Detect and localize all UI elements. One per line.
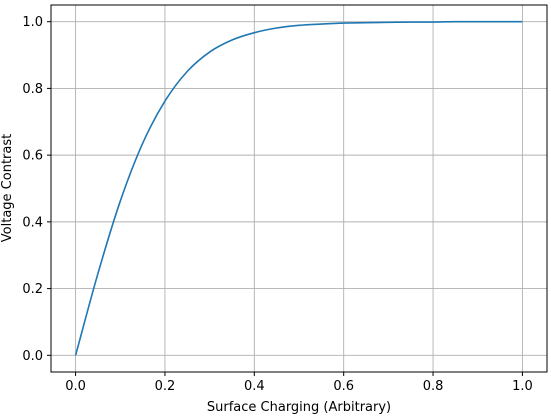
x-tick-label: 1.0 [512, 379, 533, 394]
x-tick-label: 0.6 [333, 379, 354, 394]
y-axis-label: Voltage Contrast [0, 134, 15, 242]
y-tick-label: 0.6 [22, 149, 43, 164]
x-tick-label: 0.4 [244, 379, 265, 394]
x-axis-label: Surface Charging (Arbitrary) [207, 400, 391, 415]
x-tick-label: 0.0 [65, 379, 86, 394]
plot-frame [50, 4, 548, 373]
y-tick-label: 1.0 [22, 15, 43, 30]
series-line [74, 20, 523, 356]
grid-layer [51, 5, 547, 372]
y-tick-label: 0.4 [22, 215, 43, 230]
x-tick-label: 0.8 [423, 379, 444, 394]
y-tick-label: 0.8 [22, 82, 43, 97]
series-layer [74, 20, 523, 356]
y-tick-label: 0.2 [22, 282, 43, 297]
y-tick-label: 0.0 [22, 349, 43, 364]
x-tick-label: 0.2 [155, 379, 176, 394]
ticks-layer: 0.0 0.2 0.4 0.6 0.8 1.0 0.0 0.2 0.4 0.6 0.8 1.0 [22, 15, 532, 394]
